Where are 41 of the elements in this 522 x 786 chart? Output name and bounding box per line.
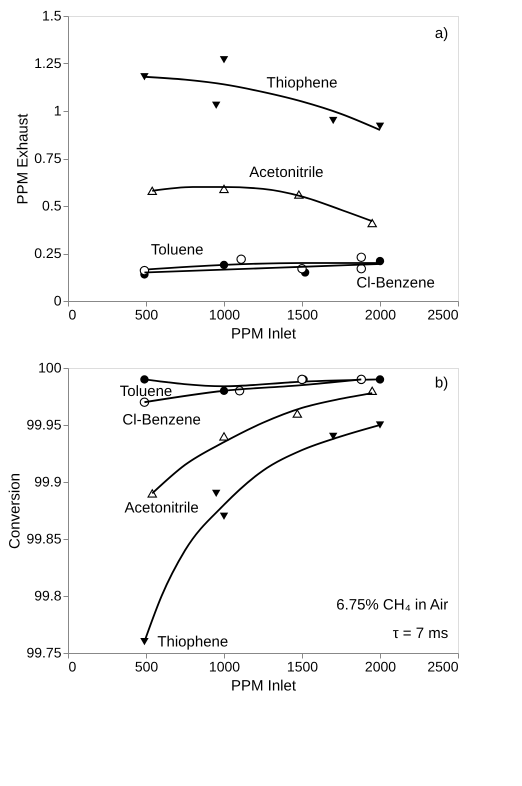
x-tick-label: 1500 [286, 658, 318, 674]
series-label: Thiophene [157, 634, 228, 651]
annotation: 6.75% CH₄ in Air [336, 596, 448, 614]
y-tick-label: 99.95 [26, 416, 62, 432]
series-label: Acetonitrile [124, 500, 199, 517]
x-tick-label: 0 [68, 306, 76, 322]
x-axis-title: PPM Inlet [230, 326, 297, 342]
series-label: Cl-Benzene [356, 274, 435, 292]
series-label: Thiophene [266, 74, 338, 92]
x-tick-label: 0 [68, 658, 76, 674]
y-tick-label: 0 [54, 292, 62, 308]
y-tick-label: 1.25 [34, 55, 62, 71]
y-tick-label: 100 [38, 360, 62, 376]
x-axis-title: PPM Inlet [230, 678, 297, 694]
y-tick-label: 99.9 [34, 474, 62, 490]
x-tick-label: 2500 [427, 306, 459, 322]
y-tick-label: 99.85 [26, 530, 62, 546]
y-tick-label: 99.8 [34, 588, 62, 604]
x-tick-label: 2000 [364, 306, 396, 322]
series-label: Toluene [120, 382, 172, 400]
x-tick-label: 500 [134, 306, 158, 322]
y-tick-label: 99.75 [26, 644, 62, 660]
x-tick-label: 1500 [286, 306, 318, 322]
y-tick-label: 0.5 [42, 198, 62, 214]
y-tick-label: 1.5 [42, 8, 62, 24]
y-axis-title: Conversion [6, 473, 24, 549]
x-tick-label: 1000 [208, 306, 240, 322]
x-tick-label: 2500 [427, 658, 459, 674]
annotation: τ = 7 ms [392, 625, 448, 642]
series-label: Acetonitrile [249, 164, 324, 181]
y-tick-label: 1 [54, 102, 62, 118]
y-axis-title: PPM Exhaust [14, 112, 32, 204]
series-label: Toluene [150, 242, 204, 259]
x-tick-label: 500 [134, 658, 158, 674]
x-tick-label: 1000 [208, 658, 240, 674]
x-tick-label: 2000 [364, 658, 396, 674]
annotation: a) [434, 25, 448, 42]
y-tick-label: 0.25 [34, 245, 62, 261]
series-label: Cl-Benzene [122, 411, 201, 428]
annotation: b) [434, 374, 448, 392]
y-tick-label: 0.75 [34, 150, 62, 166]
